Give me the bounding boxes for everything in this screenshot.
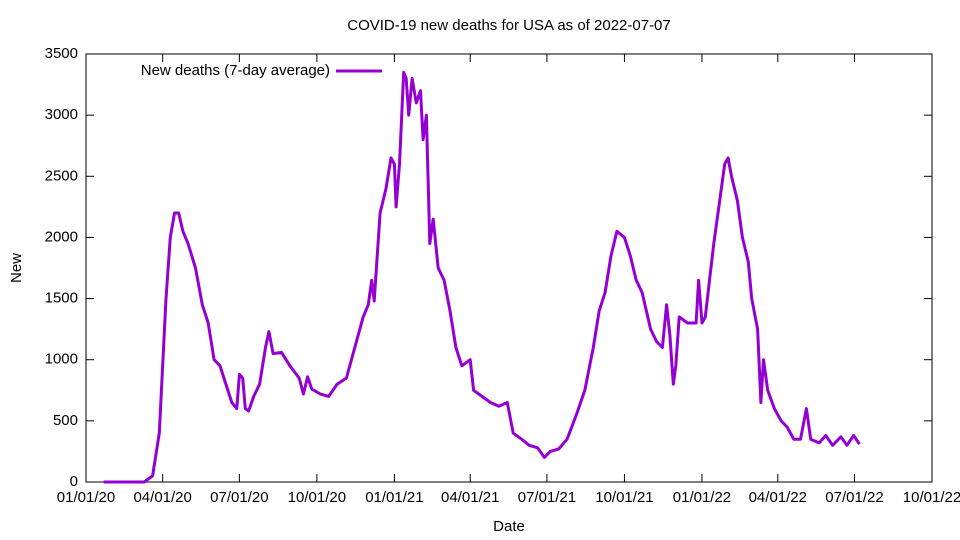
plot-frame [85, 53, 933, 483]
x-tick-label: 10/01/20 [288, 489, 346, 506]
chart-title: COVID-19 new deaths for USA as of 2022-0… [347, 17, 671, 34]
y-tick-label: 500 [53, 412, 78, 429]
legend-label: New deaths (7-day average) [141, 62, 330, 79]
x-tick-label: 10/01/22 [903, 489, 960, 506]
y-axis-label: New [8, 253, 25, 283]
y-tick-label: 1500 [45, 290, 78, 307]
x-tick-label: 04/01/21 [441, 489, 499, 506]
series-line [103, 70, 861, 484]
x-tick-label: 01/01/21 [365, 489, 423, 506]
y-tick-label: 2500 [45, 167, 78, 184]
x-tick-label: 04/01/20 [133, 489, 191, 506]
x-tick-label: 01/01/22 [673, 489, 731, 506]
y-tick-label: 3500 [45, 45, 78, 62]
x-tick-label: 10/01/21 [595, 489, 653, 506]
x-tick-label: 04/01/22 [749, 489, 807, 506]
y-tick-label: 0 [70, 473, 78, 490]
x-tick-label: 07/01/22 [825, 489, 883, 506]
x-tick-label: 07/01/20 [210, 489, 268, 506]
y-tick-label: 2000 [45, 228, 78, 245]
x-tick-label: 07/01/21 [518, 489, 576, 506]
y-tick-label: 1000 [45, 351, 78, 368]
x-tick-label: 01/01/20 [57, 489, 115, 506]
y-tick-label: 3000 [45, 106, 78, 123]
x-axis-label: Date [493, 518, 525, 535]
